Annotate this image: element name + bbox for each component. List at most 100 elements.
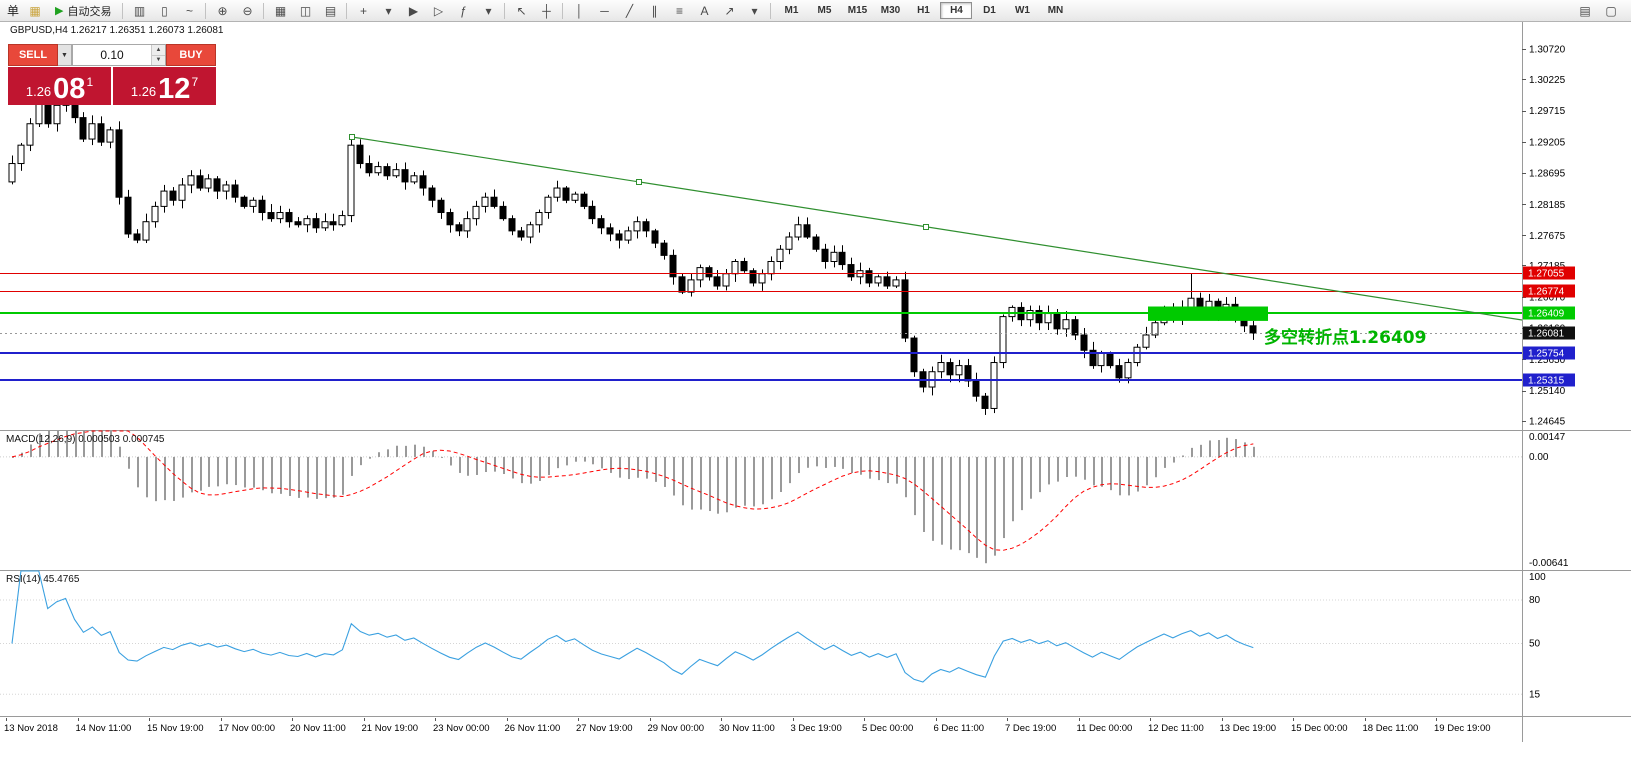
svg-text:1.29715: 1.29715 <box>1529 106 1566 117</box>
trendline[interactable] <box>349 134 1523 321</box>
timeframe-m15-button[interactable]: M15 <box>847 5 868 16</box>
fibonacci-icon[interactable]: ≡ <box>675 3 683 18</box>
horizontal-lines[interactable] <box>0 273 1522 381</box>
svg-text:1.25140: 1.25140 <box>1529 386 1566 397</box>
svg-text:11 Dec 00:00: 11 Dec 00:00 <box>1077 723 1133 734</box>
svg-text:1.27675: 1.27675 <box>1529 231 1566 242</box>
lot-decrease-button[interactable]: ▼ <box>152 54 165 65</box>
toolbar-separator <box>346 2 348 19</box>
new-window-icon[interactable]: ▢ <box>1605 3 1617 18</box>
sell-price-tile[interactable]: 1.26 08 1 <box>8 67 111 105</box>
toolbar-separator <box>263 2 265 19</box>
cascade-windows-icon[interactable]: ◫ <box>299 3 312 18</box>
lot-size-value[interactable]: 0.10 <box>100 48 124 62</box>
highlight-rectangle[interactable] <box>1148 306 1268 321</box>
svg-text:27 Nov 19:00: 27 Nov 19:00 <box>576 723 633 734</box>
svg-text:1.29205: 1.29205 <box>1529 137 1566 148</box>
buy-button[interactable]: BUY <box>166 44 216 66</box>
timeframe-mn-button[interactable]: MN <box>1047 5 1064 16</box>
arrange-windows-icon[interactable]: ▤ <box>324 3 337 18</box>
timeframe-m1-button[interactable]: M1 <box>784 5 799 16</box>
svg-text:15: 15 <box>1529 689 1541 700</box>
time-axis[interactable]: 13 Nov 2018 14 Nov 11:00 15 Nov 19:00 17 No… <box>4 718 1491 734</box>
svg-text:0.00147: 0.00147 <box>1529 432 1566 443</box>
candlestick-chart-icon[interactable]: ▯ <box>161 3 168 18</box>
timeframe-h1-button[interactable]: H1 <box>917 5 930 16</box>
toolbar-left: 单 ▦ ▶ 自动交易 ▥ ▯ ~ ⊕ ⊖ ▦ ◫ ▤ + ▾ ▶ ▷ ƒ ▾ ↖ ┼ │ ─ ╱ ∥ ≡ A ↗ ▾ M1 M5 M15 M3… <box>4 1 1071 21</box>
svg-text:50: 50 <box>1529 639 1541 650</box>
chart-shift-icon[interactable]: ▷ <box>433 3 444 18</box>
toolbar-separator <box>770 2 772 19</box>
svg-text:1.26081: 1.26081 <box>1528 329 1565 340</box>
pane-dividers <box>0 22 1631 742</box>
price-scale[interactable]: 1.30720 1.30225 1.29715 1.29205 1.28695 1.281… <box>1522 45 1566 428</box>
svg-text:26 Nov 11:00: 26 Nov 11:00 <box>505 723 561 734</box>
timeframe-h4-button[interactable]: H4 <box>940 2 973 19</box>
macd-indicator-label: MACD(12,26,9) 0.000503 0.000745 <box>6 434 165 445</box>
print-icon[interactable]: ▤ <box>1579 3 1591 18</box>
buy-price-point: 7 <box>191 75 199 89</box>
autotrading-button-label: 自动交易 <box>67 5 112 18</box>
trendline-tool-icon[interactable]: ╱ <box>625 3 634 18</box>
symbol-ohlc-header: GBPUSD,H4 1.26217 1.26351 1.26073 1.2608… <box>10 25 224 36</box>
buy-price-tile[interactable]: 1.26 12 7 <box>113 67 216 105</box>
svg-text:17 Nov 00:00: 17 Nov 00:00 <box>219 723 276 734</box>
svg-text:1.28185: 1.28185 <box>1529 200 1566 211</box>
profiles-icon[interactable]: ▾ <box>385 3 392 18</box>
auto-scroll-icon[interactable]: ▶ <box>408 3 419 18</box>
line-chart-icon[interactable]: ~ <box>185 3 193 18</box>
timeframe-m5-button[interactable]: M5 <box>817 5 832 16</box>
toolbar: 单 ▦ ▶ 自动交易 ▥ ▯ ~ ⊕ ⊖ ▦ ◫ ▤ + ▾ ▶ ▷ ƒ ▾ ↖ ┼ │ ─ ╱ ∥ ≡ A ↗ ▾ M1 M5 M15 M3… <box>0 0 1631 22</box>
channel-tool-icon[interactable]: ∥ <box>651 3 658 18</box>
text-tool-icon[interactable]: A <box>700 3 709 18</box>
tile-windows-icon[interactable]: ▦ <box>274 3 287 18</box>
order-type-dropdown[interactable]: ▼ <box>58 44 72 66</box>
one-click-trade-panel: SELL ▼ 0.10 ▲ ▼ BUY 1.26 08 1 1.26 12 7 <box>8 44 216 105</box>
svg-text:100: 100 <box>1529 572 1546 583</box>
timeframe-m30-button[interactable]: M30 <box>880 5 901 16</box>
zoom-in-icon[interactable]: ⊕ <box>217 3 228 18</box>
chart-window-icon[interactable]: ▦ <box>29 3 41 18</box>
lot-size-field[interactable]: 0.10 ▲ ▼ <box>72 44 166 66</box>
horizontal-line <box>0 312 1522 314</box>
toolbar-separator <box>504 2 506 19</box>
rsi-indicator-label: RSI(14) 45.4765 <box>6 574 80 585</box>
svg-text:13 Nov 2018: 13 Nov 2018 <box>4 723 58 734</box>
price-scale-badges: 1.27055 1.26774 1.26409 1.25754 1.25315 1.260… <box>1523 266 1575 387</box>
timeframe-d1-button[interactable]: D1 <box>983 5 996 16</box>
toolbar-separator <box>562 2 564 19</box>
indicators-icon[interactable]: ƒ <box>460 3 467 18</box>
crosshair-icon[interactable]: ┼ <box>542 3 551 18</box>
svg-text:15 Dec 00:00: 15 Dec 00:00 <box>1291 723 1348 734</box>
bar-chart-icon[interactable]: ▥ <box>133 3 146 18</box>
horizontal-line-icon[interactable]: ─ <box>600 3 609 18</box>
toolbar-separator <box>122 2 124 19</box>
svg-text:0.00: 0.00 <box>1529 452 1549 463</box>
svg-text:1.27185: 1.27185 <box>1529 261 1566 272</box>
lot-increase-button[interactable]: ▲ <box>152 45 165 55</box>
candles-layer <box>8 89 1257 415</box>
horizontal-line <box>0 291 1522 292</box>
zoom-out-icon[interactable]: ⊖ <box>242 3 253 18</box>
cursor-icon[interactable]: ↖ <box>516 3 527 18</box>
new-chart-icon[interactable]: + <box>359 3 367 18</box>
vertical-line-icon[interactable]: │ <box>575 3 584 18</box>
pivot-annotation[interactable]: 多空转折点1.26409 <box>1264 328 1427 348</box>
svg-text:1.28695: 1.28695 <box>1529 169 1566 180</box>
autotrading-button[interactable]: ▶ 自动交易 <box>48 1 118 21</box>
arrow-tool-icon[interactable]: ↗ <box>724 3 735 18</box>
horizontal-line <box>0 273 1522 274</box>
lot-size-stepper: ▲ ▼ <box>151 45 165 65</box>
svg-text:29 Nov 00:00: 29 Nov 00:00 <box>648 723 705 734</box>
trendline-handle <box>923 224 929 230</box>
shapes-icon[interactable]: ▾ <box>751 3 758 18</box>
svg-text:18 Dec 11:00: 18 Dec 11:00 <box>1363 723 1419 734</box>
svg-text:1.25315: 1.25315 <box>1528 376 1565 387</box>
svg-text:1.25650: 1.25650 <box>1529 355 1566 366</box>
sell-button[interactable]: SELL <box>8 44 58 66</box>
indicator-list-icon[interactable]: ▾ <box>485 3 492 18</box>
svg-text:12 Dec 11:00: 12 Dec 11:00 <box>1148 723 1204 734</box>
rsi-plot: 100 80 50 15 <box>0 570 1546 700</box>
timeframe-w1-button[interactable]: W1 <box>1014 5 1030 16</box>
